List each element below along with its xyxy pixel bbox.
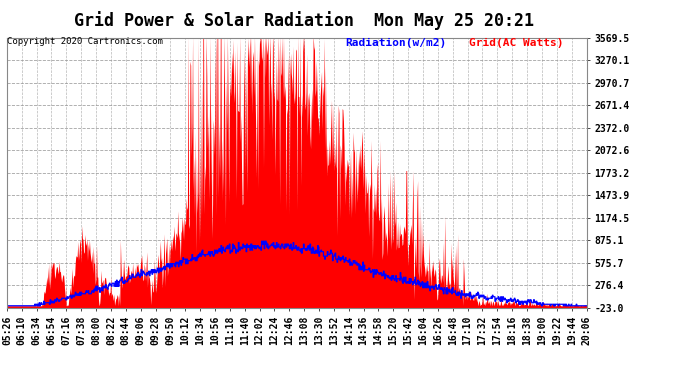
Text: Radiation(w/m2): Radiation(w/m2) bbox=[345, 38, 446, 48]
Text: Grid(AC Watts): Grid(AC Watts) bbox=[469, 38, 564, 48]
Text: Grid Power & Solar Radiation  Mon May 25 20:21: Grid Power & Solar Radiation Mon May 25 … bbox=[74, 11, 533, 30]
Text: Copyright 2020 Cartronics.com: Copyright 2020 Cartronics.com bbox=[7, 38, 163, 46]
